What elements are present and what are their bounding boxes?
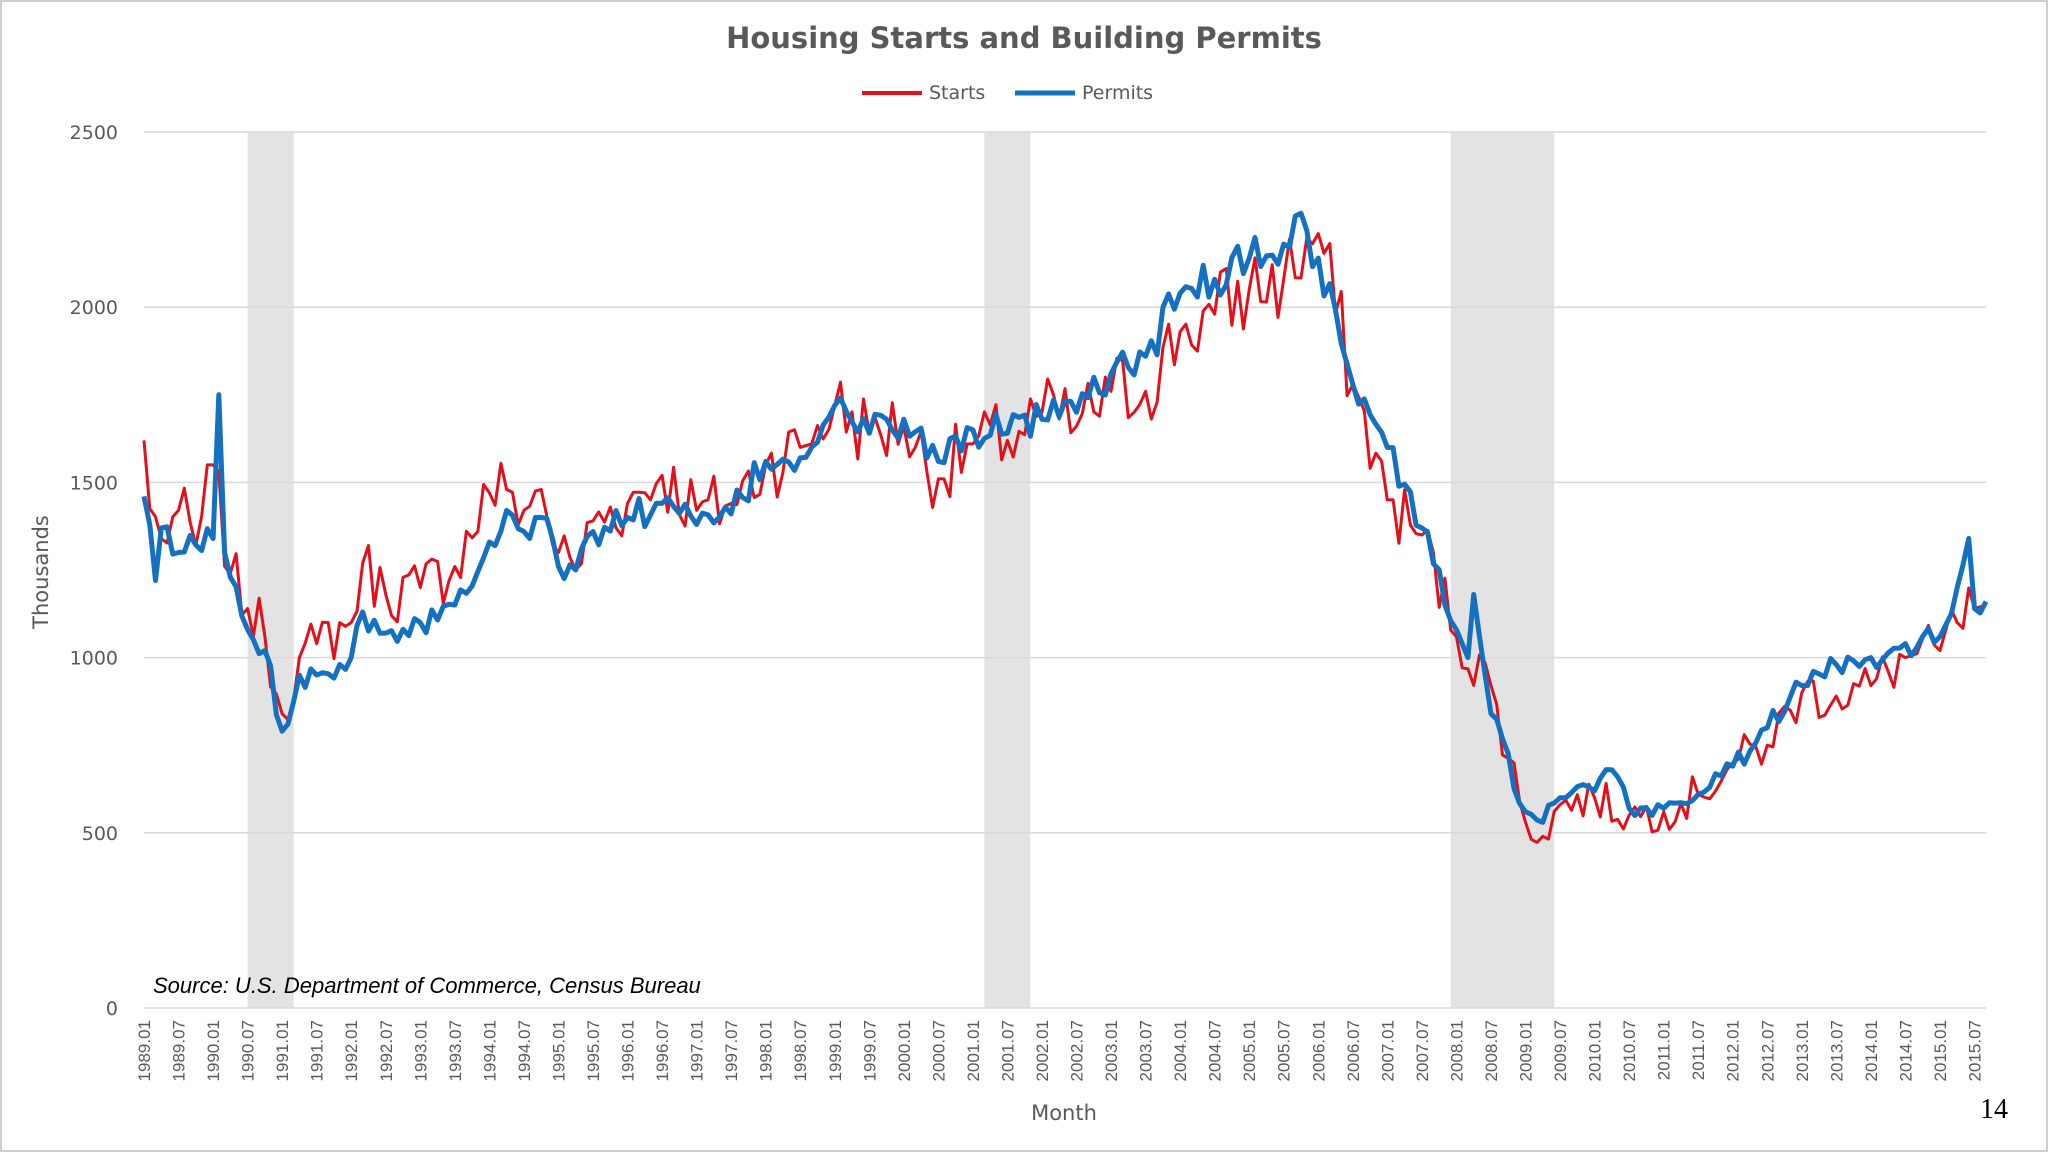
- x-tick-label: 1996.01: [619, 1020, 638, 1081]
- series-lines: [141, 210, 1989, 844]
- x-tick-label: 2011.01: [1655, 1020, 1674, 1080]
- x-tick-label: 1992.01: [342, 1020, 361, 1081]
- recession-band-1: [984, 132, 1031, 1008]
- x-tick-label: 1994.01: [480, 1020, 499, 1081]
- x-tick-label: 2002.01: [1033, 1020, 1052, 1081]
- recession-band-2: [1450, 132, 1555, 1008]
- x-tick-label: 2006.01: [1309, 1020, 1328, 1081]
- recession-bands: [247, 132, 1555, 1008]
- x-tick-label: 2000.01: [895, 1020, 914, 1081]
- x-tick-label: 1992.07: [377, 1020, 396, 1081]
- y-tick-label: 0: [106, 998, 118, 1020]
- legend-label-starts: Starts: [929, 82, 985, 104]
- x-tick-label: 1993.07: [446, 1020, 465, 1081]
- y-tick-label: 500: [82, 823, 118, 845]
- y-tick-label: 1000: [70, 648, 118, 670]
- x-tick-label: 2015.07: [1965, 1020, 1984, 1081]
- x-tick-label: 2003.01: [1102, 1020, 1121, 1081]
- x-tick-label: 2001.07: [998, 1020, 1017, 1081]
- x-tick-label: 2013.01: [1793, 1020, 1812, 1081]
- x-tick-label: 1998.07: [791, 1020, 810, 1081]
- x-tick-label: 2006.07: [1344, 1020, 1363, 1081]
- x-tick-label: 1989.07: [170, 1020, 189, 1081]
- x-tick-label: 2001.01: [964, 1020, 983, 1081]
- x-tick-label: 2011.07: [1689, 1020, 1708, 1080]
- x-tick-label: 1991.07: [308, 1020, 327, 1081]
- x-tick-label: 1995.01: [549, 1020, 568, 1081]
- x-tick-label: 2014.01: [1862, 1020, 1881, 1081]
- x-tick-label: 2012.01: [1724, 1020, 1743, 1081]
- gridlines: [144, 131, 1986, 1009]
- x-tick-label: 1995.07: [584, 1020, 603, 1081]
- x-tick-label: 2007.01: [1378, 1020, 1397, 1081]
- x-tick-label: 2005.07: [1275, 1020, 1294, 1081]
- x-tick-label: 2013.07: [1827, 1020, 1846, 1081]
- y-axis-ticks: 0 500 1000 1500 2000 2500: [70, 122, 118, 1020]
- x-tick-label: 2008.01: [1447, 1020, 1466, 1081]
- y-tick-label: 1500: [70, 472, 118, 494]
- legend: Starts Permits: [862, 82, 1153, 104]
- y-tick-label: 2000: [70, 297, 118, 319]
- x-tick-label: 2010.07: [1620, 1020, 1639, 1081]
- x-tick-label: 2000.07: [929, 1020, 948, 1081]
- y-tick-label: 2500: [70, 122, 118, 144]
- x-tick-label: 1990.07: [239, 1020, 258, 1081]
- x-tick-label: 1998.01: [757, 1020, 776, 1081]
- x-tick-label: 1994.07: [515, 1020, 534, 1081]
- x-tick-label: 2004.01: [1171, 1020, 1190, 1081]
- x-tick-label: 2003.07: [1137, 1020, 1156, 1081]
- x-tick-label: 2010.01: [1586, 1020, 1605, 1081]
- x-tick-label: 2002.07: [1068, 1020, 1087, 1081]
- y-axis-label: Thousands: [29, 515, 53, 630]
- series-line-permits: [141, 210, 1989, 825]
- x-tick-label: 1996.07: [653, 1020, 672, 1081]
- page-number: 14: [1980, 1094, 2008, 1125]
- x-axis-ticks: 1989.01 1989.07 1990.01 1990.07 1991.01 1991.…: [135, 1020, 1984, 1081]
- x-tick-label: 2015.01: [1931, 1020, 1950, 1081]
- recession-band-0: [247, 132, 294, 1008]
- x-tick-label: 2008.07: [1482, 1020, 1501, 1081]
- x-tick-label: 1997.01: [688, 1020, 707, 1081]
- x-tick-label: 1991.01: [273, 1020, 292, 1081]
- x-tick-label: 2007.07: [1413, 1020, 1432, 1081]
- x-tick-label: 1989.01: [135, 1020, 154, 1081]
- x-tick-label: 2014.07: [1896, 1020, 1915, 1081]
- source-note: Source: U.S. Department of Commerce, Cen…: [153, 973, 701, 998]
- x-tick-label: 1999.07: [860, 1020, 879, 1081]
- x-tick-label: 1999.01: [826, 1020, 845, 1081]
- series-line-starts: [142, 232, 1987, 844]
- x-tick-label: 2005.01: [1240, 1020, 1259, 1081]
- x-tick-label: 2009.07: [1551, 1020, 1570, 1081]
- x-tick-label: 2004.07: [1206, 1020, 1225, 1081]
- x-tick-label: 1990.01: [204, 1020, 223, 1081]
- x-axis-label: Month: [1031, 1101, 1097, 1125]
- x-tick-label: 2012.07: [1758, 1020, 1777, 1081]
- chart-title: Housing Starts and Building Permits: [726, 21, 1322, 55]
- x-tick-label: 1993.01: [411, 1020, 430, 1081]
- x-tick-label: 1997.07: [722, 1020, 741, 1081]
- x-tick-label: 2009.01: [1517, 1020, 1536, 1081]
- legend-label-permits: Permits: [1082, 82, 1153, 104]
